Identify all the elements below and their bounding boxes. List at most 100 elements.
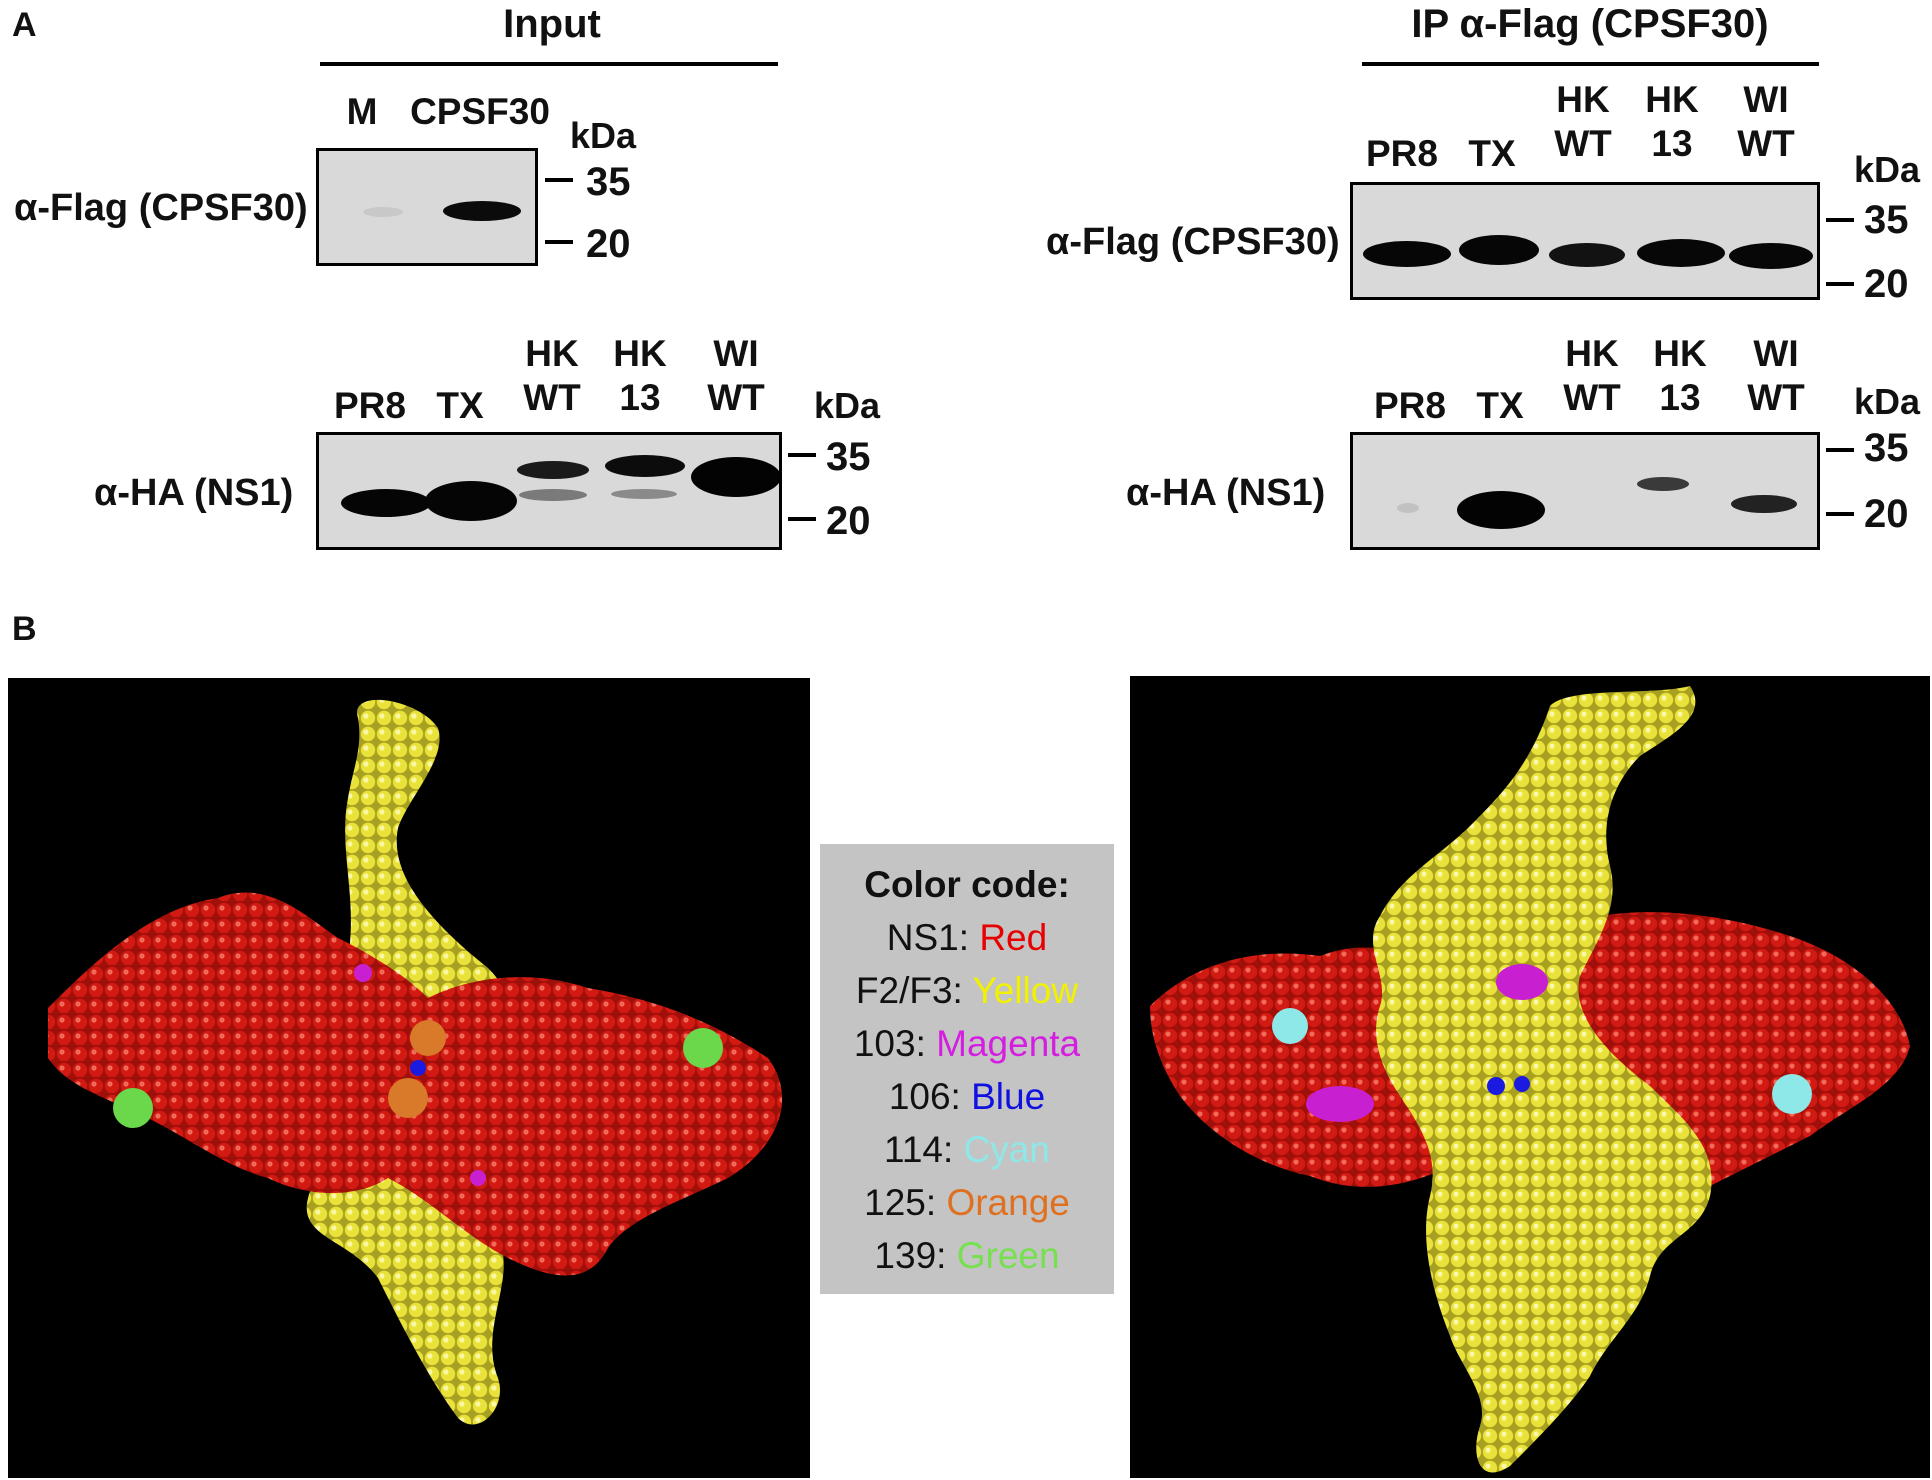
ip-top-kda-label: kDa [1854, 149, 1921, 190]
band-ip-ha-hk13 [1637, 477, 1689, 491]
band-ip-ha-tx [1457, 491, 1545, 529]
band-ip-flag-pr8 [1363, 241, 1451, 267]
band-input-ha-hk13-lower [611, 489, 677, 499]
structure-left-svg [48, 699, 783, 1425]
input-bottom-lane-1: PR8 [334, 385, 406, 426]
ip-bottom-marker-20-tick [1826, 512, 1854, 516]
ip-header: IP α-Flag (CPSF30) [1411, 2, 1769, 46]
panel-label-a: A [12, 6, 37, 44]
input-top-marker-20: 20 [586, 222, 631, 266]
ip-top-lane-1: PR8 [1366, 133, 1438, 174]
legend-key-106: 106: [888, 1076, 961, 1117]
band-input-ha-hkwt-upper [517, 461, 589, 479]
band-ip-ha-wiwt [1731, 495, 1797, 513]
ip-ha-blot [1350, 432, 1820, 550]
input-header-rule [320, 62, 778, 66]
legend-key-103: 103: [853, 1023, 926, 1064]
ip-bottom-lane-3: HK WT [1563, 333, 1621, 419]
ip-top-lane-3: HK WT [1554, 79, 1612, 165]
band-ip-flag-wiwt [1729, 243, 1813, 269]
legend-entry-106: 106: Blue [820, 1078, 1114, 1115]
input-ha-blot [316, 432, 782, 550]
input-bottom-lane-2: TX [436, 385, 484, 426]
input-top-marker-35: 35 [586, 160, 631, 204]
band-input-ha-tx [425, 481, 517, 521]
input-top-antibody-label: α-Flag (CPSF30) [14, 187, 308, 229]
ip-top-marker-20: 20 [1864, 262, 1909, 306]
legend-value-139: Green [956, 1235, 1060, 1276]
band-ip-flag-tx [1459, 235, 1539, 265]
legend-key-139: 139: [874, 1235, 947, 1276]
legend-entry-114: 114: Cyan [820, 1131, 1114, 1168]
ip-bottom-marker-35-tick [1826, 448, 1854, 452]
ip-bottom-lane-1: PR8 [1374, 385, 1446, 426]
ip-bottom-lane-5: WI WT [1747, 333, 1805, 419]
band-input-ha-wiwt [691, 457, 779, 497]
band-input-ha-hk13-upper [605, 455, 685, 477]
ip-bottom-lane-2: TX [1476, 385, 1524, 426]
band-input-flag-cpsf30 [443, 201, 521, 221]
panel-label-b: B [12, 610, 37, 648]
band-ip-flag-hkwt [1549, 243, 1625, 267]
legend-value-114: Cyan [963, 1129, 1050, 1170]
ip-top-marker-35: 35 [1864, 198, 1909, 242]
ip-bottom-antibody-label: α-HA (NS1) [1126, 472, 1326, 514]
color-code-legend: Color code: NS1: Red F2/F3: Yellow 103: … [820, 844, 1114, 1294]
input-bottom-lane-5: WI WT [707, 333, 765, 419]
input-bottom-kda-label: kDa [814, 385, 881, 426]
structure-view-left [8, 678, 810, 1478]
input-header: Input [503, 2, 601, 46]
legend-value-125: Orange [946, 1182, 1070, 1223]
legend-entry-139: 139: Green [820, 1237, 1114, 1274]
legend-entry-f2f3: F2/F3: Yellow [820, 972, 1114, 1009]
legend-value-106: Blue [971, 1076, 1046, 1117]
ip-header-rule [1362, 62, 1819, 66]
legend-key-114: 114: [884, 1129, 954, 1170]
f2f3-chain-right [1372, 686, 1712, 1473]
ip-top-marker-35-tick [1826, 218, 1854, 222]
legend-value-ns1: Red [979, 917, 1048, 958]
ip-bottom-lane-4: HK 13 [1653, 333, 1707, 419]
band-ip-flag-hk13 [1637, 239, 1725, 267]
input-top-marker-35-tick [545, 178, 573, 182]
input-bottom-marker-35: 35 [826, 435, 871, 479]
residue-highlights-left [113, 964, 723, 1186]
input-bottom-lane-3: HK WT [523, 333, 581, 419]
ip-top-lane-5: WI WT [1737, 79, 1795, 165]
input-top-lane-1: M [346, 91, 378, 132]
input-top-marker-20-tick [545, 240, 573, 244]
ip-bottom-kda-label: kDa [1854, 381, 1921, 422]
legend-key-125: 125: [864, 1182, 937, 1223]
band-input-ha-hkwt-lower [519, 489, 587, 501]
band-ip-ha-pr8 [1397, 503, 1419, 513]
ip-bottom-marker-20: 20 [1864, 492, 1909, 536]
ip-top-lane-2: TX [1468, 133, 1516, 174]
band-input-flag-m [363, 207, 403, 217]
ip-top-antibody-label: α-Flag (CPSF30) [1046, 221, 1340, 263]
input-flag-blot [316, 148, 538, 266]
input-bottom-marker-20: 20 [826, 499, 871, 543]
input-bottom-marker-20-tick [788, 517, 816, 521]
ip-top-marker-20-tick [1826, 282, 1854, 286]
legend-entry-103: 103: Magenta [820, 1025, 1114, 1062]
legend-key-ns1: NS1: [886, 917, 970, 958]
ip-top-lane-4: HK 13 [1645, 79, 1699, 165]
input-top-kda-label: kDa [570, 115, 637, 156]
input-top-lane-2: CPSF30 [410, 91, 550, 132]
ip-flag-blot [1350, 182, 1820, 300]
legend-title: Color code: [864, 864, 1070, 905]
legend-value-f2f3: Yellow [972, 970, 1079, 1011]
input-bottom-lane-4: HK 13 [613, 333, 667, 419]
input-bottom-marker-35-tick [788, 453, 816, 457]
ip-bottom-marker-35: 35 [1864, 426, 1909, 470]
legend-entry-ns1: NS1: Red [820, 919, 1114, 956]
legend-key-f2f3: F2/F3: [855, 970, 963, 1011]
input-bottom-antibody-label: α-HA (NS1) [94, 472, 294, 514]
band-input-ha-pr8 [341, 489, 431, 517]
structure-view-right [1130, 676, 1930, 1478]
structure-right-svg [1150, 686, 1910, 1473]
legend-entry-125: 125: Orange [820, 1184, 1114, 1221]
residue-highlights-right [1272, 964, 1812, 1122]
legend-value-103: Magenta [936, 1023, 1081, 1064]
